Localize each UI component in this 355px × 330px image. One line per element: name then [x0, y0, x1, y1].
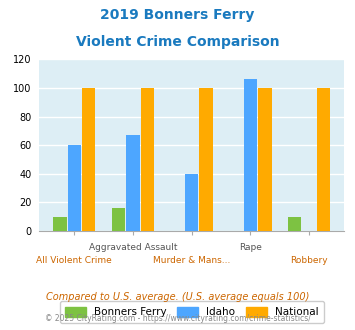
Text: All Violent Crime: All Violent Crime — [37, 256, 112, 265]
Bar — [82, 88, 95, 231]
Bar — [67, 145, 81, 231]
Bar — [258, 88, 272, 231]
Bar — [126, 135, 140, 231]
Bar — [200, 88, 213, 231]
Text: Aggravated Assault: Aggravated Assault — [89, 243, 177, 251]
Bar — [141, 88, 154, 231]
Bar — [112, 208, 125, 231]
Text: © 2025 CityRating.com - https://www.cityrating.com/crime-statistics/: © 2025 CityRating.com - https://www.city… — [45, 314, 310, 323]
Text: Compared to U.S. average. (U.S. average equals 100): Compared to U.S. average. (U.S. average … — [46, 292, 309, 302]
Text: 2019 Bonners Ferry: 2019 Bonners Ferry — [100, 8, 255, 22]
Text: Violent Crime Comparison: Violent Crime Comparison — [76, 35, 279, 49]
Bar — [244, 80, 257, 231]
Text: Murder & Mans...: Murder & Mans... — [153, 256, 230, 265]
Bar — [288, 217, 301, 231]
Bar — [53, 217, 67, 231]
Bar — [317, 88, 330, 231]
Text: Robbery: Robbery — [290, 256, 328, 265]
Legend: Bonners Ferry, Idaho, National: Bonners Ferry, Idaho, National — [60, 301, 324, 323]
Text: Rape: Rape — [239, 243, 262, 251]
Bar — [185, 174, 198, 231]
